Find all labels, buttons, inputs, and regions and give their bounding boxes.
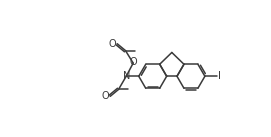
- Text: O: O: [129, 57, 137, 67]
- Text: N: N: [122, 71, 130, 81]
- Text: O: O: [102, 91, 109, 101]
- Text: I: I: [218, 71, 221, 81]
- Text: O: O: [109, 39, 116, 49]
